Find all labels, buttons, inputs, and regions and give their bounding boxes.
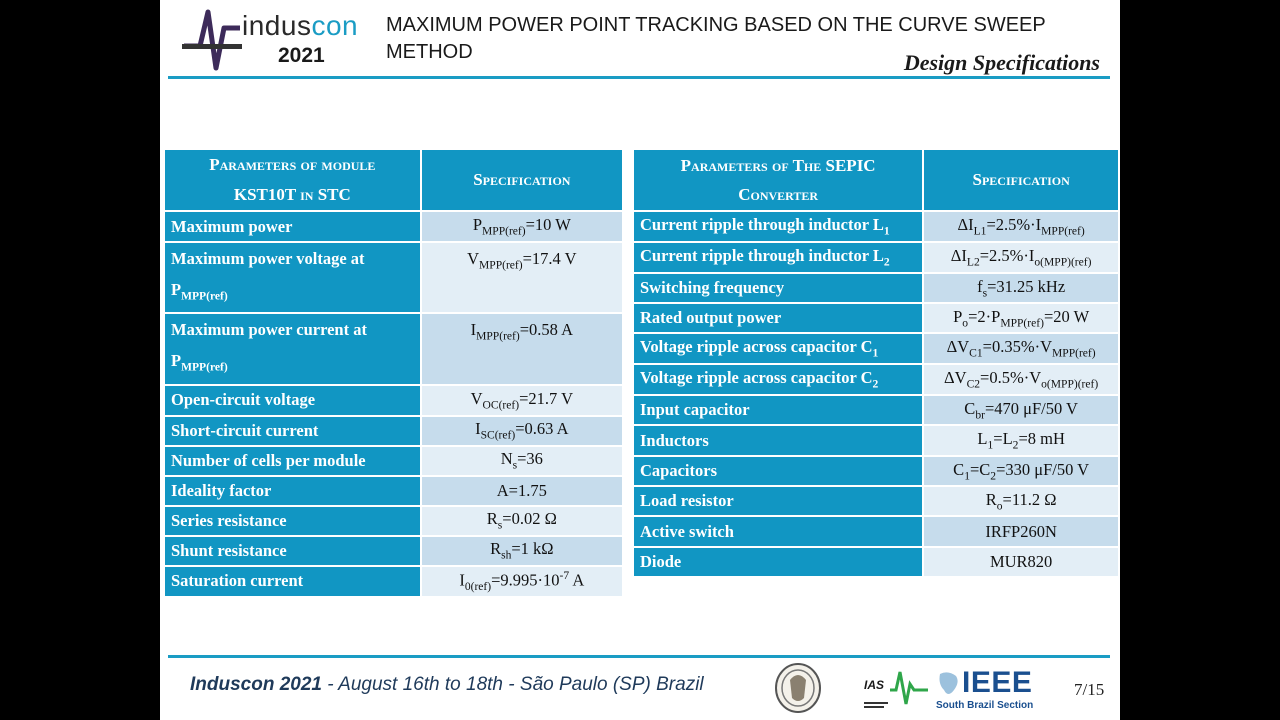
footer-conference: Induscon 2021 - August 16th to 18th - Sã…: [190, 674, 704, 695]
spec-cell: Ns=36: [419, 444, 625, 477]
table-row: Inductors L1=L2=8 mH: [631, 424, 1120, 457]
ieee-wordmark: IEEE: [962, 666, 1033, 699]
induscon-logo: induscon 2021: [182, 6, 367, 74]
spec-cell: ΔIL2=2.5%·Io(MPP)(ref): [922, 241, 1120, 274]
university-seal-icon: [775, 663, 821, 713]
table-row: Voltage ripple across capacitor C2 ΔVC2=…: [631, 363, 1120, 396]
table-header-specification: Specification: [419, 148, 625, 212]
param-cell: Inductors: [631, 424, 925, 457]
wave-logo-icon: [184, 9, 240, 71]
param-cell: Number of cells per module: [163, 444, 422, 477]
param-cell: Maximum power current at PMPP(ref): [163, 312, 422, 386]
logo-underline: [182, 44, 242, 49]
table-header-parameter: Parameters of The SEPIC Converter: [631, 148, 925, 212]
param-cell: Switching frequency: [631, 272, 925, 304]
logo-brand: induscon: [242, 10, 359, 41]
table-row: Short-circuit current ISC(ref)=0.63 A: [163, 414, 625, 447]
param-cell: Load resistor: [631, 485, 925, 517]
slide-title: MAXIMUM POWER POINT TRACKING BASED ON TH…: [386, 14, 1046, 63]
param-cell: Short-circuit current: [163, 414, 422, 447]
header-divider: [168, 76, 1110, 79]
ias-logo-icon: [864, 671, 928, 708]
slide: induscon 2021 MAXIMUM POWER POINT TRACKI…: [160, 0, 1120, 720]
param-cell: Active switch: [631, 515, 925, 548]
spec-cell: C1=C2=330 μF/50 V: [922, 455, 1120, 487]
spec-cell: ΔIL1=2.5%·IMPP(ref): [922, 210, 1120, 243]
spec-cell: I0(ref)=9.995·10-7 A: [419, 564, 625, 598]
footer-divider: [168, 655, 1110, 658]
param-cell: Current ripple through inductor L1: [631, 210, 925, 243]
table-row: Diode MUR820: [631, 546, 1120, 578]
ieee-logo: IEEE South Brazil Section: [936, 666, 1041, 714]
spec-cell: ΔVC1=0.35%·VMPP(ref): [922, 332, 1120, 365]
table-row: Open-circuit voltage VOC(ref)=21.7 V: [163, 383, 625, 417]
spec-cell: PMPP(ref)=10 W: [419, 210, 625, 243]
spec-cell: Rsh=1 kΩ: [419, 534, 625, 567]
param-cell: Voltage ripple across capacitor C2: [631, 363, 925, 396]
spec-cell: Rs=0.02 Ω: [419, 504, 625, 537]
ias-label: IAS: [864, 678, 885, 692]
table-header-specification: Specification: [922, 148, 1120, 212]
table-row: Number of cells per module Ns=36: [163, 444, 625, 477]
ias-logo: IAS: [862, 664, 932, 712]
param-cell: Voltage ripple across capacitor C1: [631, 332, 925, 365]
spec-cell: VMPP(ref)=17.4 V: [419, 240, 625, 315]
spec-cell: ΔVC2=0.5%·Vo(MPP)(ref): [922, 363, 1120, 396]
table-row: Maximum power current at PMPP(ref) IMPP(r…: [163, 312, 625, 386]
param-cell: Maximum power voltage at PMPP(ref): [163, 240, 422, 315]
table-row: Switching frequency fs=31.25 kHz: [631, 272, 1120, 304]
param-cell: Current ripple through inductor L2: [631, 241, 925, 274]
param-cell: Shunt resistance: [163, 534, 422, 567]
table-row: Input capacitor Cbr=470 μF/50 V: [631, 394, 1120, 426]
spec-cell: VOC(ref)=21.7 V: [419, 383, 625, 417]
spec-cell: L1=L2=8 mH: [922, 424, 1120, 457]
param-cell: Saturation current: [163, 564, 422, 598]
spec-cell: Cbr=470 μF/50 V: [922, 394, 1120, 426]
param-cell: Rated output power: [631, 302, 925, 334]
table-header-parameter: Parameters of module KST10T in STC: [163, 148, 422, 212]
spec-cell: IRFP260N: [922, 515, 1120, 548]
table-row: Voltage ripple across capacitor C1 ΔVC1=…: [631, 332, 1120, 365]
module-parameters-table: Parameters of module KST10T in STC Specif…: [163, 148, 625, 598]
table-row: Current ripple through inductor L2 ΔIL2=…: [631, 241, 1120, 274]
param-cell: Capacitors: [631, 455, 925, 487]
table-row: Current ripple through inductor L1 ΔIL1=…: [631, 210, 1120, 243]
sepic-parameters-table: Parameters of The SEPIC Converter Specifi…: [631, 148, 1120, 578]
table-row: Series resistance Rs=0.02 Ω: [163, 504, 625, 537]
param-cell: Series resistance: [163, 504, 422, 537]
table-row: Saturation current I0(ref)=9.995·10-7 A: [163, 564, 625, 598]
ieee-section: South Brazil Section: [936, 700, 1034, 711]
table-row: Ideality factor A=1.75: [163, 474, 625, 507]
spec-cell: fs=31.25 kHz: [922, 272, 1120, 304]
param-cell: Ideality factor: [163, 474, 422, 507]
spec-cell: A=1.75: [419, 474, 625, 507]
table-row: Active switch IRFP260N: [631, 515, 1120, 548]
brazil-map-icon: [939, 672, 958, 694]
table-row: Maximum power voltage at PMPP(ref) VMPP(r…: [163, 240, 625, 315]
param-cell: Open-circuit voltage: [163, 383, 422, 417]
logo-year: 2021: [278, 44, 325, 67]
table-row: Load resistor Ro=11.2 Ω: [631, 485, 1120, 517]
spec-cell: ISC(ref)=0.63 A: [419, 414, 625, 447]
spec-cell: IMPP(ref)=0.58 A: [419, 312, 625, 386]
spec-cell: Po=2·PMPP(ref)=20 W: [922, 302, 1120, 334]
page-number: 7/15: [1074, 680, 1105, 699]
slide-subtitle: Design Specifications: [903, 50, 1100, 75]
spec-cell: Ro=11.2 Ω: [922, 485, 1120, 517]
table-row: Shunt resistance Rsh=1 kΩ: [163, 534, 625, 567]
table-row: Maximum power PMPP(ref)=10 W: [163, 210, 625, 243]
table-row: Rated output power Po=2·PMPP(ref)=20 W: [631, 302, 1120, 334]
param-cell: Input capacitor: [631, 394, 925, 426]
table-row: Capacitors C1=C2=330 μF/50 V: [631, 455, 1120, 487]
param-cell: Maximum power: [163, 210, 422, 243]
spec-cell: MUR820: [922, 546, 1120, 578]
param-cell: Diode: [631, 546, 925, 578]
